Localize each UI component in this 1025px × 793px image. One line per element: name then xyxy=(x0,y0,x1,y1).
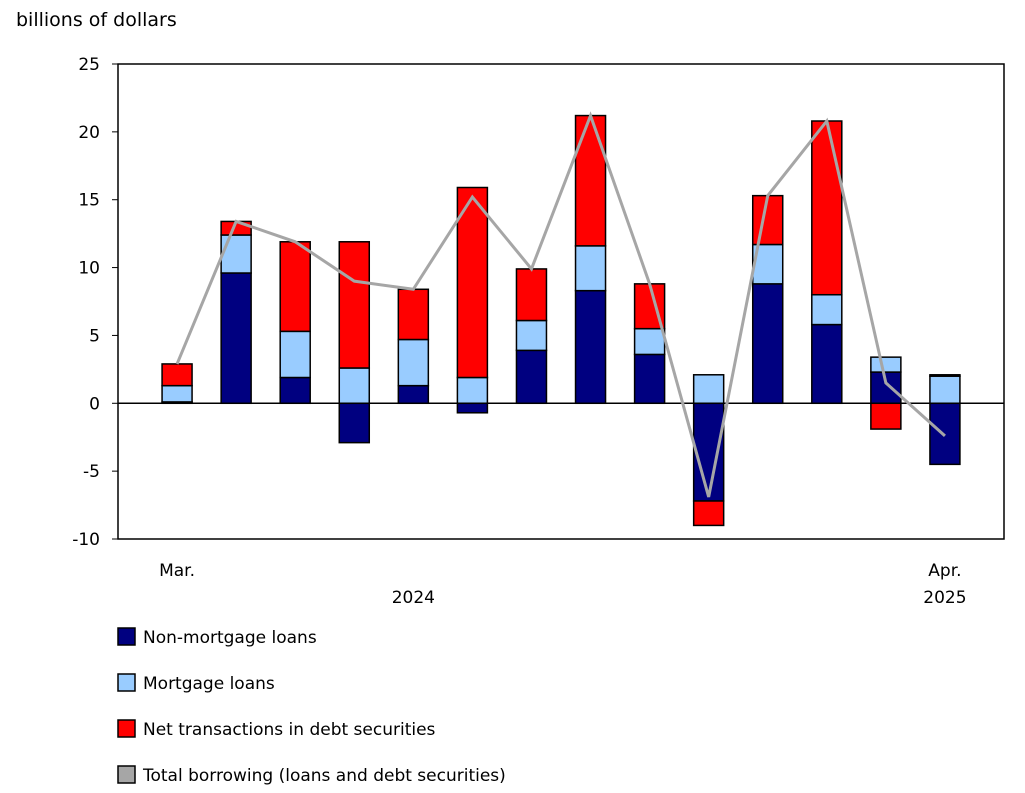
bar-mortgage-loans xyxy=(161,384,193,403)
x-tick-label: Mar. xyxy=(159,561,195,581)
bar-mortgage-loans xyxy=(279,330,311,379)
bar-net-transactions-in-debt-securities xyxy=(397,288,430,341)
legend-label: Total borrowing (loans and debt securiti… xyxy=(142,766,506,786)
y-tick-label: -10 xyxy=(72,530,100,550)
bar-net-transactions-in-debt-securities xyxy=(870,402,902,430)
bar-non-mortgage-loans xyxy=(338,402,371,444)
x-year-label: 2024 xyxy=(392,588,435,608)
legend-label: Net transactions in debt securities xyxy=(143,720,436,740)
bar-net-transactions-in-debt-securities xyxy=(515,268,548,322)
bar-non-mortgage-loans xyxy=(633,353,666,405)
x-year-label: 2025 xyxy=(923,588,966,608)
bar-mortgage-loans xyxy=(692,374,725,405)
bar-mortgage-loans xyxy=(633,327,666,356)
legend-swatch xyxy=(117,719,136,738)
bar-mortgage-loans xyxy=(574,245,607,292)
y-tick-label: 5 xyxy=(89,326,100,346)
legend-swatch xyxy=(117,627,136,646)
y-tick-label: 20 xyxy=(78,123,100,143)
bar-net-transactions-in-debt-securities xyxy=(929,374,961,377)
y-tick-label: 0 xyxy=(89,394,100,414)
bar-net-transactions-in-debt-securities xyxy=(161,363,193,387)
bar-net-transactions-in-debt-securities xyxy=(338,241,371,369)
legend-swatch xyxy=(117,673,136,692)
bar-net-transactions-in-debt-securities xyxy=(279,241,311,333)
bar-net-transactions-in-debt-securities xyxy=(574,114,607,247)
bar-non-mortgage-loans xyxy=(692,402,725,502)
bar-net-transactions-in-debt-securities xyxy=(456,186,489,379)
bar-mortgage-loans xyxy=(870,356,902,373)
bar-mortgage-loans xyxy=(397,338,430,387)
y-tick-label: -5 xyxy=(83,462,100,482)
bar-non-mortgage-loans xyxy=(574,289,607,405)
bar-non-mortgage-loans xyxy=(279,376,311,405)
y-tick-label: 25 xyxy=(78,55,100,75)
total-borrowing-line xyxy=(175,111,946,498)
bar-non-mortgage-loans xyxy=(515,349,548,405)
bar-non-mortgage-loans xyxy=(456,402,489,414)
x-tick-label: Apr. xyxy=(928,561,961,581)
legend-label: Mortgage loans xyxy=(143,674,275,694)
bar-mortgage-loans xyxy=(456,376,489,405)
y-tick-label: 10 xyxy=(78,259,100,279)
legend-swatch xyxy=(117,765,136,784)
bar-mortgage-loans xyxy=(338,367,371,405)
plot-frame xyxy=(117,63,1005,540)
bar-net-transactions-in-debt-securities xyxy=(692,500,725,527)
bar-mortgage-loans xyxy=(220,234,252,274)
y-tick-label: 15 xyxy=(78,191,100,211)
y-axis-label: billions of dollars xyxy=(16,9,177,31)
bar-non-mortgage-loans xyxy=(811,323,843,405)
bar-net-transactions-in-debt-securities xyxy=(811,120,843,296)
bar-mortgage-loans xyxy=(811,293,843,326)
bar-non-mortgage-loans xyxy=(220,272,252,405)
legend-label: Non-mortgage loans xyxy=(143,628,317,648)
bar-mortgage-loans xyxy=(929,375,961,405)
bar-non-mortgage-loans xyxy=(929,402,961,466)
bar-non-mortgage-loans xyxy=(751,283,784,405)
bar-non-mortgage-loans xyxy=(397,384,430,405)
bar-mortgage-loans xyxy=(515,319,548,352)
